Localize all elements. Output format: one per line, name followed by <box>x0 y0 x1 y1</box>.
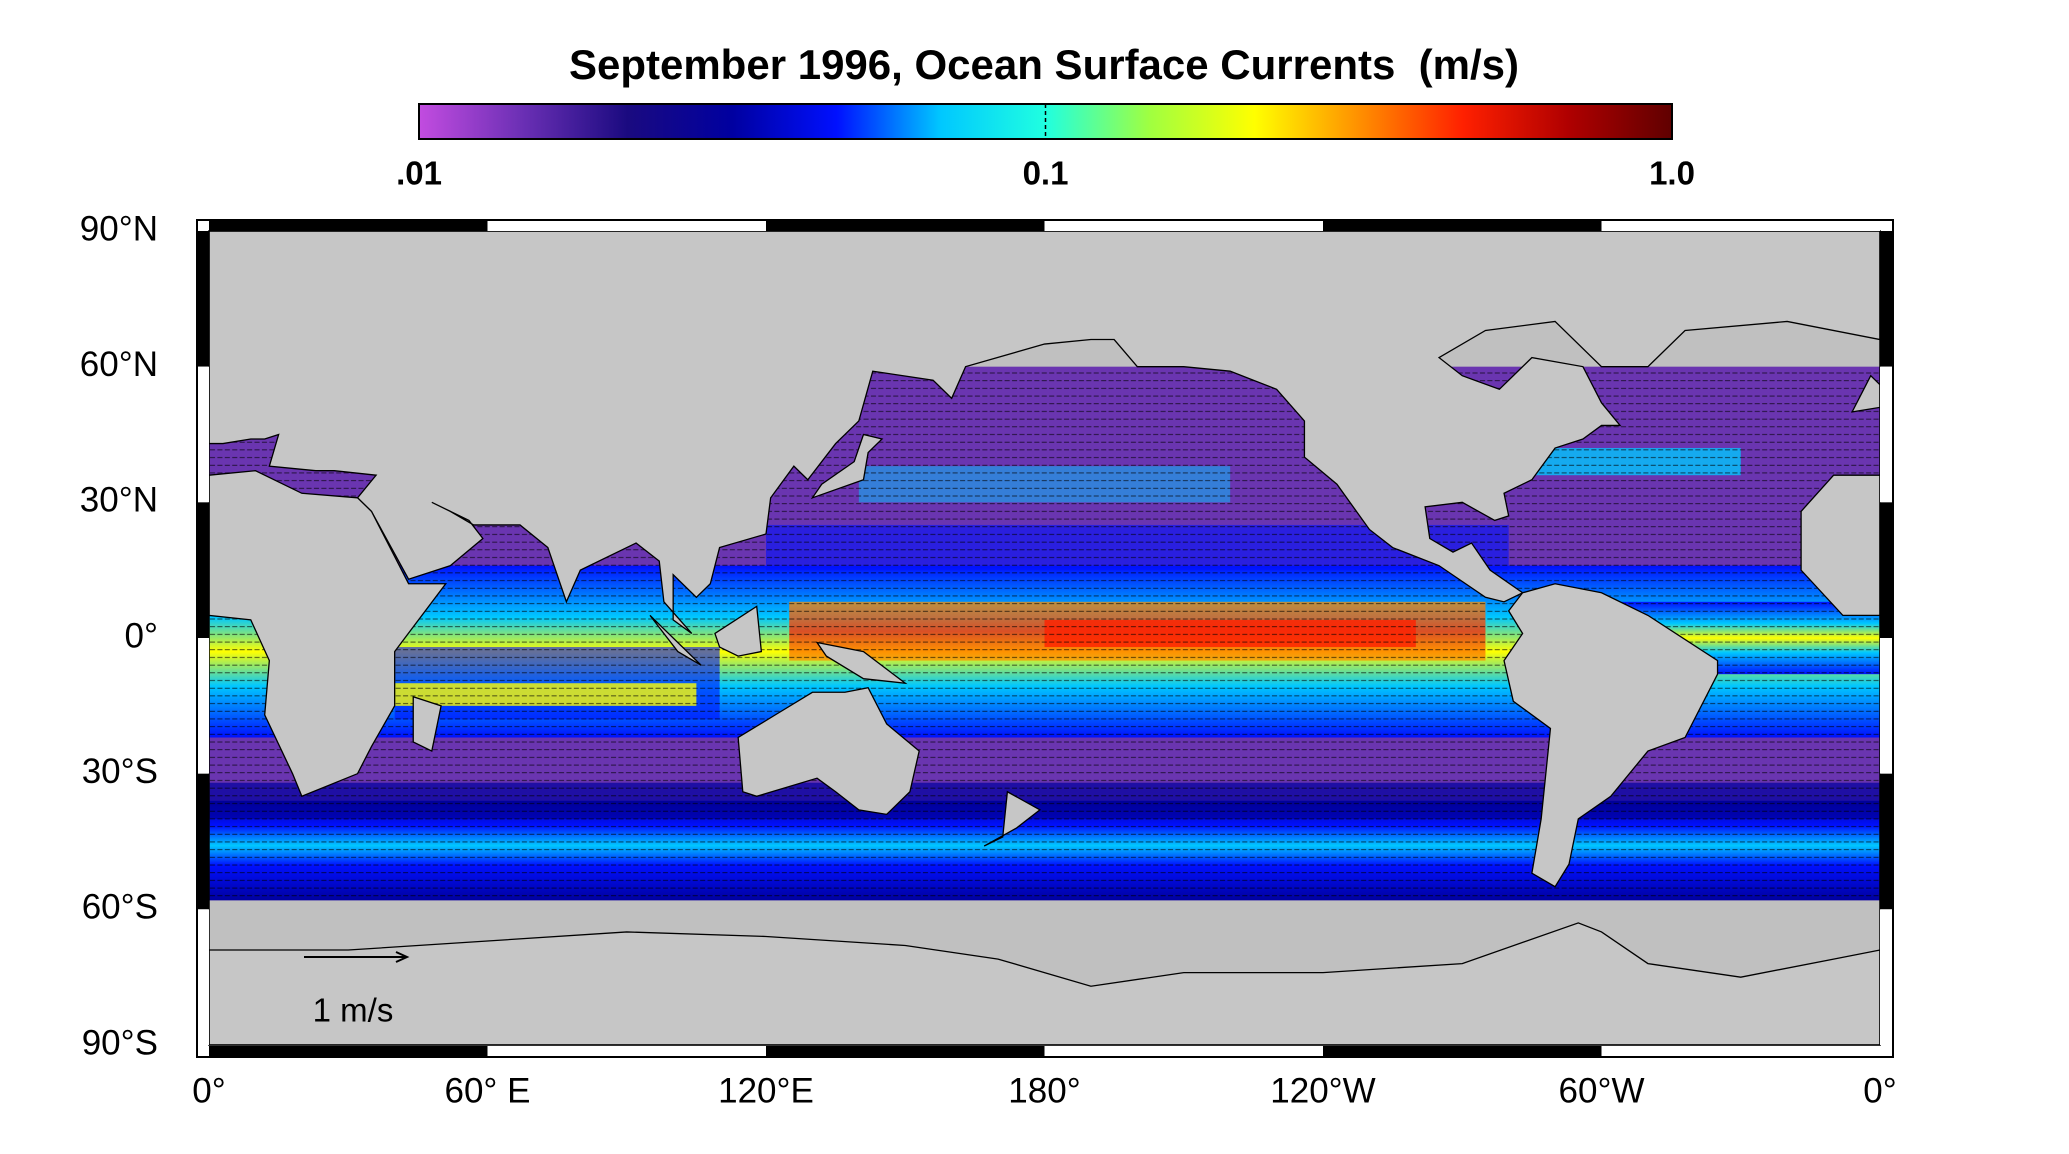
frame-segment <box>1880 231 1892 367</box>
lon-label: 180° <box>1008 1071 1080 1110</box>
frame-segment <box>1880 773 1892 910</box>
lon-label: 0° <box>1863 1071 1896 1110</box>
lat-label: 90°S <box>82 1023 158 1062</box>
frame-segment <box>198 909 209 1045</box>
frame-segment <box>198 502 209 638</box>
lon-label: 60°W <box>1559 1071 1645 1110</box>
colorbar-tick-label: 1.0 <box>1649 155 1695 192</box>
frame-segment <box>198 773 209 910</box>
frame-segment <box>766 221 1045 231</box>
scale-arrow-head <box>395 951 410 963</box>
colorbar-tick-label: 0.1 <box>1023 155 1069 192</box>
frame-segment <box>198 638 209 774</box>
frame-segment <box>487 1046 766 1056</box>
colorbar-ticks: .01 0.1 1.0 <box>396 104 1695 192</box>
lat-label: 30°N <box>80 481 158 520</box>
title: September 1996, Ocean Surface Currents (… <box>569 41 1519 88</box>
frame-segment <box>1044 221 1323 231</box>
lat-label: 60°N <box>80 345 158 384</box>
lon-label: 120°E <box>718 1071 814 1110</box>
frame-segment <box>1880 502 1892 638</box>
frame-segment <box>1880 638 1892 774</box>
scale-label: 1 m/s <box>313 992 394 1029</box>
frame-segment <box>1323 1046 1602 1056</box>
frame-segment <box>1880 366 1892 503</box>
frame-segment <box>198 231 209 367</box>
lon-label: 0° <box>192 1071 225 1110</box>
lon-label: 60° E <box>445 1071 531 1110</box>
frame-segment <box>1044 1046 1323 1056</box>
frame-segment <box>209 1046 488 1056</box>
frame-segment <box>766 1046 1045 1056</box>
frame-outline <box>196 219 1894 1058</box>
lat-label: 0° <box>125 616 158 655</box>
frame-segment <box>209 221 488 231</box>
lat-label: 90°N <box>80 209 158 248</box>
lon-label: 120°W <box>1270 1071 1375 1110</box>
map-frame: 0° 60° E 120°E 180° 120°W 60°W 0° 90°N 60°N 30°N 0… <box>80 209 1897 1110</box>
map: 1 m/s <box>209 231 1880 1045</box>
frame-segment <box>1880 909 1892 1045</box>
lat-label: 60°S <box>82 888 158 927</box>
land <box>209 231 1880 1045</box>
frame-segment <box>1601 1046 1880 1056</box>
frame-segment <box>487 221 766 231</box>
colorbar-tick-label: .01 <box>396 155 442 192</box>
frame-segment <box>198 366 209 503</box>
lat-label: 30°S <box>82 752 158 791</box>
frame-segment <box>1323 221 1602 231</box>
frame-segment <box>1601 221 1880 231</box>
